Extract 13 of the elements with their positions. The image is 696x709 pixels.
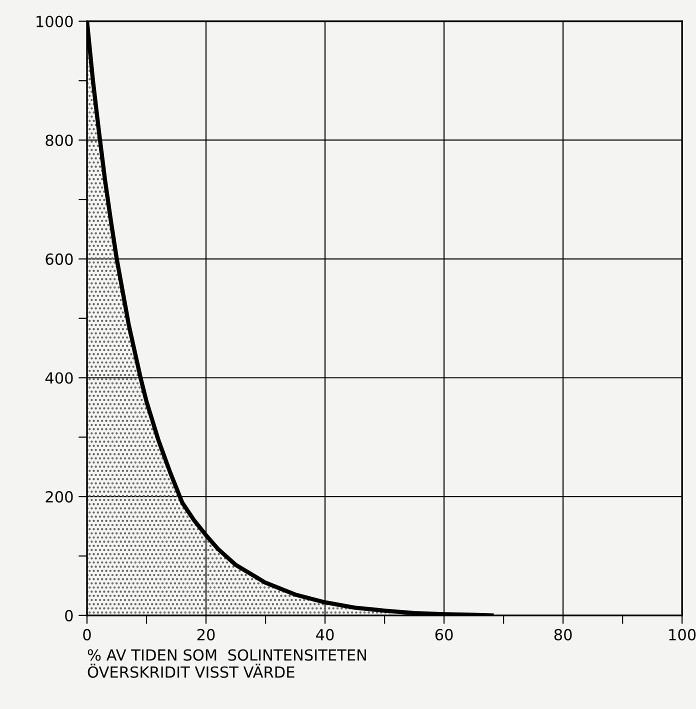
y-tick-label: 200 — [46, 491, 73, 503]
y-tick-label: 400 — [45, 372, 73, 384]
x-axis-title: % AV TIDEN SOM SOLINTENSITETEN ÖVERSKRIDIT VISST VÄRDE — [88, 649, 366, 678]
x-tick-label: 0 — [83, 628, 91, 640]
x-tick-label: 40 — [316, 628, 334, 640]
y-tick-label: 0 — [65, 610, 73, 622]
x-tick-label: 100 — [669, 628, 696, 640]
y-tick-label: 800 — [46, 134, 73, 146]
x-tick-label: 60 — [435, 628, 453, 640]
y-tick-label: 600 — [46, 253, 73, 265]
x-tick-label: 80 — [554, 628, 572, 640]
y-tick-label: 1000 — [36, 16, 73, 28]
x-tick-label: 20 — [197, 628, 215, 640]
